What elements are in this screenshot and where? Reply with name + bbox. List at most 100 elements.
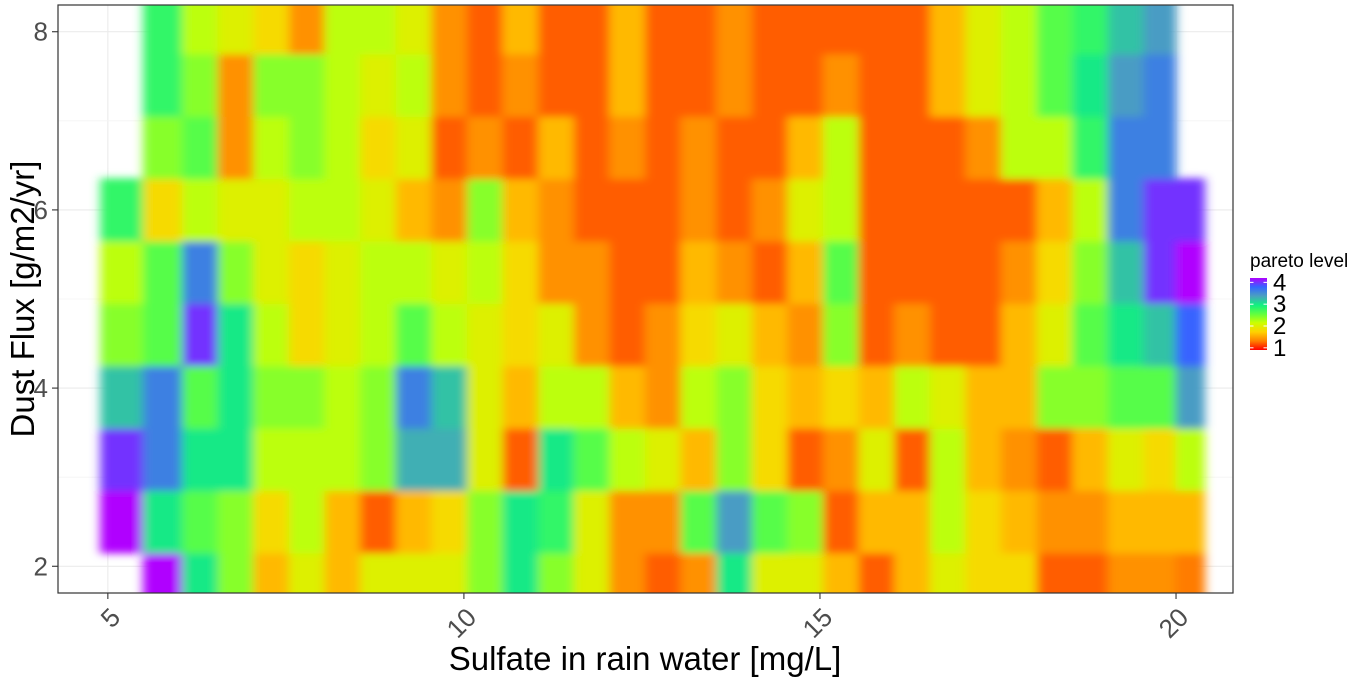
heatmap-cell (1107, 178, 1145, 242)
heatmap-cell (538, 5, 575, 15)
heatmap-cell (100, 427, 144, 492)
heatmap-cell (894, 178, 931, 242)
heatmap-cell (1036, 365, 1074, 429)
heatmap-cell (609, 178, 646, 242)
heatmap-cell (645, 240, 682, 304)
heatmap-cell (1175, 302, 1206, 367)
heatmap-cell (929, 178, 967, 242)
heatmap-cell (324, 13, 362, 55)
heatmap-cell (1072, 13, 1109, 55)
heatmap-cell (142, 5, 184, 15)
heatmap-cell (142, 53, 184, 117)
heatmap-cell (538, 178, 575, 242)
heatmap-cell (253, 240, 290, 304)
heatmap-cell (538, 365, 575, 429)
heatmap-cell (609, 13, 646, 55)
heatmap-cell (965, 53, 1003, 117)
heatmap-cell (894, 240, 931, 304)
heatmap-cell (965, 13, 1003, 55)
heatmap-cell (466, 178, 504, 242)
heatmap-cell (573, 240, 611, 304)
legend-colorbar (1250, 278, 1267, 350)
heatmap-cell (395, 302, 433, 367)
heatmap-cell (538, 240, 575, 304)
heatmap-cell (217, 365, 255, 429)
heatmap-cell (502, 302, 540, 367)
heatmap-cell (823, 115, 860, 180)
heatmap-cell (360, 490, 397, 554)
y-tick-label: 8 (34, 17, 48, 47)
heatmap-cell (965, 365, 1003, 429)
heatmap-cell (395, 53, 433, 117)
heatmap-cell (1107, 552, 1145, 593)
heatmap-cell (573, 5, 611, 15)
heatmap-cell (680, 115, 718, 180)
heatmap-cell (431, 115, 468, 180)
heatmap-cell (324, 53, 362, 117)
heatmap-cell (466, 240, 504, 304)
heatmap-cell (100, 302, 144, 367)
heatmap-cell (680, 53, 718, 117)
heatmap-cell (502, 240, 540, 304)
heatmap-cell (609, 365, 646, 429)
heatmap-cell (182, 302, 219, 367)
heatmap-cell (1072, 490, 1109, 554)
heatmap-cell (431, 178, 468, 242)
heatmap-cell (894, 115, 931, 180)
heatmap-cell (680, 552, 718, 593)
heatmap-cell (716, 427, 753, 492)
heatmap-cell (431, 365, 468, 429)
heatmap-cell (1143, 13, 1177, 55)
heatmap-cell (360, 5, 397, 15)
heatmap-cell (965, 115, 1003, 180)
heatmap-cell (1175, 552, 1206, 593)
heatmap-cell (466, 427, 504, 492)
heatmap-cell (288, 490, 326, 554)
heatmap-cell (787, 13, 825, 55)
heatmap-cell (894, 13, 931, 55)
heatmap-cell (182, 5, 219, 15)
heatmap-cell (894, 552, 931, 593)
heatmap-cell (894, 53, 931, 117)
heatmap-cell (253, 53, 290, 117)
legend-title: pareto level (1250, 251, 1348, 272)
heatmap-cell (1072, 5, 1109, 15)
heatmap-cell (609, 552, 646, 593)
heatmap-cell (217, 490, 255, 554)
heatmap-cell (716, 552, 753, 593)
heatmap-cell (360, 115, 397, 180)
heatmap-cell (1036, 13, 1074, 55)
heatmap-cell (823, 552, 860, 593)
y-tick-label: 2 (34, 551, 48, 581)
heatmap-cell (142, 115, 184, 180)
heatmap-cell (680, 427, 718, 492)
heatmap-cell (609, 53, 646, 117)
heatmap-cell (751, 178, 789, 242)
heatmap-cell (324, 5, 362, 15)
heatmap-cell (142, 552, 184, 593)
heatmap-cell (395, 552, 433, 593)
heatmap-cell (716, 365, 753, 429)
heatmap-cell (1107, 240, 1145, 304)
heatmap-cell (573, 365, 611, 429)
heatmap-cell (431, 490, 468, 554)
heatmap-cell (1072, 178, 1109, 242)
heatmap-cell (823, 427, 860, 492)
heatmap-cell (1107, 365, 1145, 429)
heatmap-cell (1143, 302, 1177, 367)
heatmap-cell (609, 302, 646, 367)
x-tick-label: 10 (440, 602, 482, 644)
heatmap-cell (609, 240, 646, 304)
heatmap-cell (466, 552, 504, 593)
heatmap-cell (1072, 365, 1109, 429)
heatmap-cell (716, 178, 753, 242)
heatmap-cell (1001, 240, 1038, 304)
heatmap-cell (395, 115, 433, 180)
heatmap-cell (1107, 115, 1145, 180)
heatmap-cell (680, 302, 718, 367)
heatmap-cell (217, 178, 255, 242)
heatmap-cell (1143, 490, 1177, 554)
legend-label: 1 (1273, 335, 1286, 362)
